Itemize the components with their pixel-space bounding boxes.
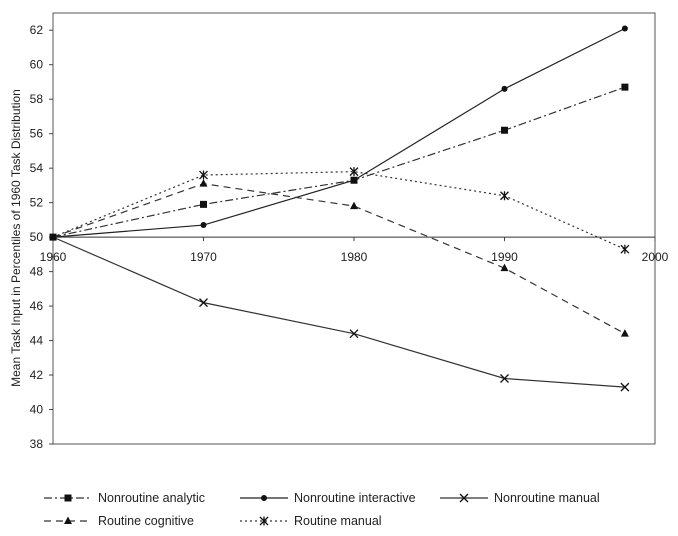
data-point-routine-manual [349, 167, 359, 177]
y-tick-label: 40 [30, 403, 44, 417]
y-tick-label: 60 [30, 58, 44, 72]
legend-label: Routine manual [294, 514, 382, 528]
legend-item-routine-cognitive: Routine cognitive [44, 514, 194, 528]
y-tick-label: 44 [30, 334, 44, 348]
legend-label: Nonroutine manual [494, 491, 600, 505]
legend-item-nonroutine-manual: Nonroutine manual [440, 491, 600, 505]
series-line-nonroutine-manual [52, 236, 625, 388]
series-line-nonroutine-interactive [52, 27, 626, 238]
y-tick-label: 52 [30, 196, 44, 210]
x-tick-label: 1970 [190, 250, 217, 264]
series-nonroutine-analytic [52, 83, 629, 238]
data-point-nonroutine-interactive [351, 177, 357, 184]
legend-marker [64, 516, 72, 524]
legend-label: Nonroutine analytic [98, 491, 205, 505]
data-point-nonroutine-manual [199, 298, 208, 308]
data-point-nonroutine-manual [620, 382, 630, 392]
y-tick-label: 42 [30, 368, 44, 382]
data-point-nonroutine-analytic [621, 83, 629, 91]
legend: Nonroutine analytic Nonroutine interactiv… [44, 491, 600, 528]
axes [52, 12, 656, 445]
legend-marker [64, 494, 72, 502]
x-tick-label: 1960 [40, 250, 67, 264]
data-point-origin [49, 233, 57, 241]
legend-item-nonroutine-interactive: Nonroutine interactive [240, 491, 416, 505]
y-tick-label: 62 [30, 23, 44, 37]
plot-frame [52, 12, 656, 445]
legend-marker [261, 495, 267, 501]
series-routine-cognitive [52, 179, 629, 337]
data-point-routine-cognitive [500, 263, 509, 272]
y-tick-label: 54 [30, 161, 44, 175]
legend-item-routine-manual: Routine manual [240, 514, 382, 528]
x-tick-label: 1990 [491, 250, 518, 264]
y-tick-label: 50 [30, 230, 44, 244]
y-tick-label: 38 [30, 437, 44, 451]
data-point-nonroutine-interactive [501, 85, 508, 92]
data-point-routine-cognitive [350, 201, 358, 210]
data-point-nonroutine-analytic [200, 200, 207, 208]
x-tick-label: 1980 [341, 250, 368, 264]
y-tick-label: 58 [30, 92, 44, 106]
series-line-routine-cognitive [52, 183, 626, 335]
y-tick-label: 46 [30, 299, 44, 313]
data-point-nonroutine-interactive [200, 222, 207, 229]
y-axis-label: Mean Task Input in Percentiles of 1960 T… [9, 89, 23, 387]
tick-labels: 38 40 42 44 46 48 50 52 54 56 58 60 62 1960 1970 1980 19… [30, 23, 669, 451]
series-routine-manual [52, 167, 630, 254]
data-point-nonroutine-manual [349, 329, 359, 339]
data-point-nonroutine-interactive [621, 25, 628, 32]
data-point-nonroutine-analytic [501, 126, 508, 134]
legend-label: Nonroutine interactive [294, 491, 416, 505]
data-point-routine-manual [199, 170, 208, 180]
data-point-routine-cognitive [199, 179, 208, 187]
series-line-nonroutine-analytic [52, 86, 626, 238]
y-tick-label: 48 [30, 265, 44, 279]
legend-label: Routine cognitive [98, 514, 194, 528]
y-tick-label: 56 [30, 127, 44, 141]
series-nonroutine-manual [52, 236, 630, 392]
data-point-routine-manual [620, 244, 630, 254]
series-group [49, 25, 630, 392]
legend-item-nonroutine-analytic: Nonroutine analytic [44, 491, 205, 505]
x-tick-label: 2000 [642, 250, 669, 264]
legend-marker [259, 516, 269, 526]
series-nonroutine-interactive [52, 25, 628, 238]
data-point-routine-cognitive [620, 329, 629, 337]
legend-marker [459, 493, 469, 503]
data-point-routine-manual [500, 191, 509, 201]
data-point-nonroutine-manual [500, 374, 509, 383]
